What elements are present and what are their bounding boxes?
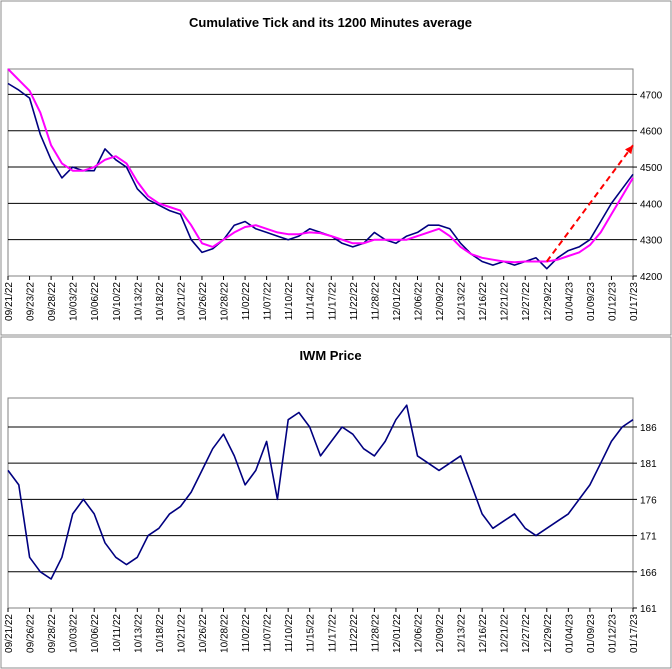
x-tick-label: 09/28/22: [47, 282, 58, 321]
x-tick-label: 12/13/22: [457, 282, 468, 321]
x-tick-label: 09/23/22: [26, 282, 37, 321]
y-tick-label: 176: [640, 495, 657, 506]
x-tick-label: 12/06/22: [413, 614, 424, 653]
x-tick-label: 12/27/22: [521, 282, 532, 321]
y-tick-label: 161: [640, 604, 657, 615]
x-tick-label: 11/28/22: [370, 614, 381, 653]
x-tick-label: 12/09/22: [435, 282, 446, 321]
x-tick-label: 09/21/22: [4, 282, 15, 321]
x-tick-label: 12/06/22: [413, 282, 424, 321]
chart-panel-iwm-price: IWM Price 161 166 171 176 181 186 09/21/22 09/26…: [0, 336, 672, 669]
trend-arrow-head: [625, 145, 633, 155]
series-line-1: [7, 404, 634, 580]
chart-panel-cumulative-tick: Cumulative Tick and its 1200 Minutes ave…: [0, 0, 672, 336]
x-tick-label: 01/12/23: [607, 282, 618, 321]
x-tick-label: 10/13/22: [133, 614, 144, 653]
x-tick-label: 11/07/22: [263, 282, 274, 321]
x-tick-label: 11/10/22: [284, 282, 295, 321]
x-tick-label: 11/17/22: [327, 614, 338, 653]
x-tick-label: 01/09/23: [586, 282, 597, 321]
plot-area: [7, 68, 634, 277]
x-tick-label: 11/22/22: [349, 282, 360, 321]
y-tick-label: 4500: [640, 163, 663, 174]
trend-arrow-line: [545, 144, 634, 263]
y-tick-label: 4700: [640, 90, 663, 101]
x-tick-label: 01/04/23: [564, 282, 575, 321]
x-tick-label: 01/17/23: [629, 614, 640, 653]
chart-title: Cumulative Tick and its 1200 Minutes ave…: [189, 15, 472, 30]
x-tick-label: 11/10/22: [284, 614, 295, 653]
x-tick-label: 11/28/22: [370, 282, 381, 321]
x-tick-label: 10/18/22: [155, 282, 166, 321]
x-tick-label: 12/27/22: [521, 614, 532, 653]
cumulative-tick-chart: Cumulative Tick and its 1200 Minutes ave…: [0, 0, 672, 336]
x-tick-label: 10/18/22: [155, 614, 166, 653]
x-tick-label: 10/03/22: [69, 614, 80, 653]
x-tick-label: 12/13/22: [457, 614, 468, 653]
x-tick-label: 10/26/22: [198, 614, 209, 653]
x-tick-label: 09/21/22: [4, 614, 15, 653]
x-tick-label: 11/07/22: [263, 614, 274, 653]
x-tick-label: 01/17/23: [629, 282, 640, 321]
x-tick-label: 12/01/22: [392, 282, 403, 321]
x-tick-label: 12/29/22: [543, 282, 554, 321]
x-tick-label: 12/29/22: [543, 614, 554, 653]
x-tick-label: 11/17/22: [327, 282, 338, 321]
iwm-price-chart: IWM Price 161 166 171 176 181 186 09/21/22 09/26…: [0, 336, 672, 669]
x-tick-label: 12/01/22: [392, 614, 403, 653]
x-tick-label: 10/06/22: [90, 614, 101, 653]
x-tick-label: 10/06/22: [90, 282, 101, 321]
y-tick-label: 181: [640, 459, 657, 470]
chart-title: IWM Price: [299, 348, 361, 363]
y-tick-label: 4200: [640, 272, 663, 283]
x-tick-label: 10/26/22: [198, 282, 209, 321]
x-tick-label: 01/12/23: [607, 614, 618, 653]
x-tick-label: 12/21/22: [500, 614, 511, 653]
series-line-2: [7, 68, 634, 264]
x-tick-label: 10/21/22: [176, 614, 187, 653]
x-tick-label: 11/02/22: [241, 282, 252, 321]
y-tick-label: 171: [640, 532, 657, 543]
x-tick-label: 10/28/22: [220, 282, 231, 321]
x-tick-label: 11/14/22: [306, 282, 317, 321]
x-tick-label: 11/15/22: [306, 614, 317, 653]
y-tick-label: 4400: [640, 199, 663, 210]
x-tick-label: 10/21/22: [176, 282, 187, 321]
x-tick-label: 01/04/23: [564, 614, 575, 653]
x-tick-label: 09/26/22: [26, 614, 37, 653]
x-tick-label: 10/28/22: [220, 614, 231, 653]
x-tick-label: 01/09/23: [586, 614, 597, 653]
y-tick-label: 4600: [640, 127, 663, 138]
x-tick-label: 12/21/22: [500, 282, 511, 321]
y-tick-label: 4300: [640, 236, 663, 247]
x-tick-label: 12/16/22: [478, 282, 489, 321]
y-tick-label: 166: [640, 568, 657, 579]
x-tick-label: 09/28/22: [47, 614, 58, 653]
plot-area: [7, 397, 634, 609]
x-tick-label: 10/13/22: [133, 282, 144, 321]
x-tick-label: 12/16/22: [478, 614, 489, 653]
x-tick-label: 10/03/22: [69, 282, 80, 321]
x-tick-label: 10/11/22: [112, 614, 123, 653]
x-tick-label: 12/09/22: [435, 614, 446, 653]
x-tick-label: 11/02/22: [241, 614, 252, 653]
x-tick-label: 10/10/22: [112, 282, 123, 321]
x-tick-label: 11/22/22: [349, 614, 360, 653]
y-tick-label: 186: [640, 423, 657, 434]
